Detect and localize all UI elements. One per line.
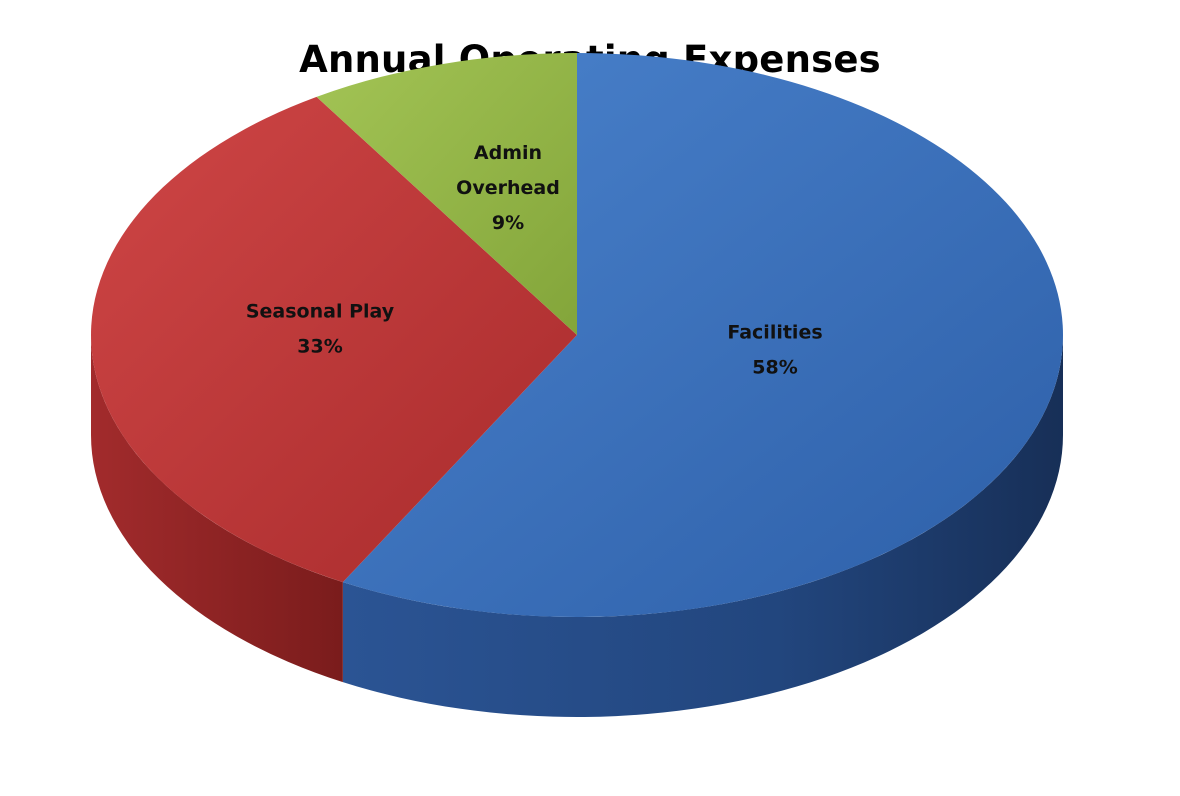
pie-slice-facilities: [342, 53, 1064, 617]
pie-side-facilities: [342, 335, 1064, 717]
pie-labels: Facilities 58% Seasonal Play 33% Admin Overhe…: [246, 142, 823, 379]
slice-name-admin-overhead: Overhead: [456, 177, 560, 199]
slice-name-facilities: Facilities: [727, 322, 822, 344]
pie-sides: [91, 335, 1064, 717]
slice-name-seasonal-play: Seasonal Play: [246, 301, 395, 323]
slice-name-admin-overhead: Admin: [474, 142, 542, 164]
slice-value-admin-overhead: 9%: [492, 212, 524, 234]
slice-label-admin-overhead: Admin Overhead 9%: [456, 142, 560, 234]
pie-tops: [90, 52, 1064, 617]
pie-side-seasonal-play: [91, 335, 343, 683]
slice-value-seasonal-play: 33%: [297, 336, 342, 358]
slice-label-seasonal-play: Seasonal Play 33%: [246, 301, 395, 358]
pie-slice-seasonal-play: [90, 96, 578, 583]
slice-label-facilities: Facilities 58%: [727, 322, 822, 379]
pie-slice-admin-overhead: [316, 52, 577, 335]
slice-value-facilities: 58%: [752, 357, 797, 379]
